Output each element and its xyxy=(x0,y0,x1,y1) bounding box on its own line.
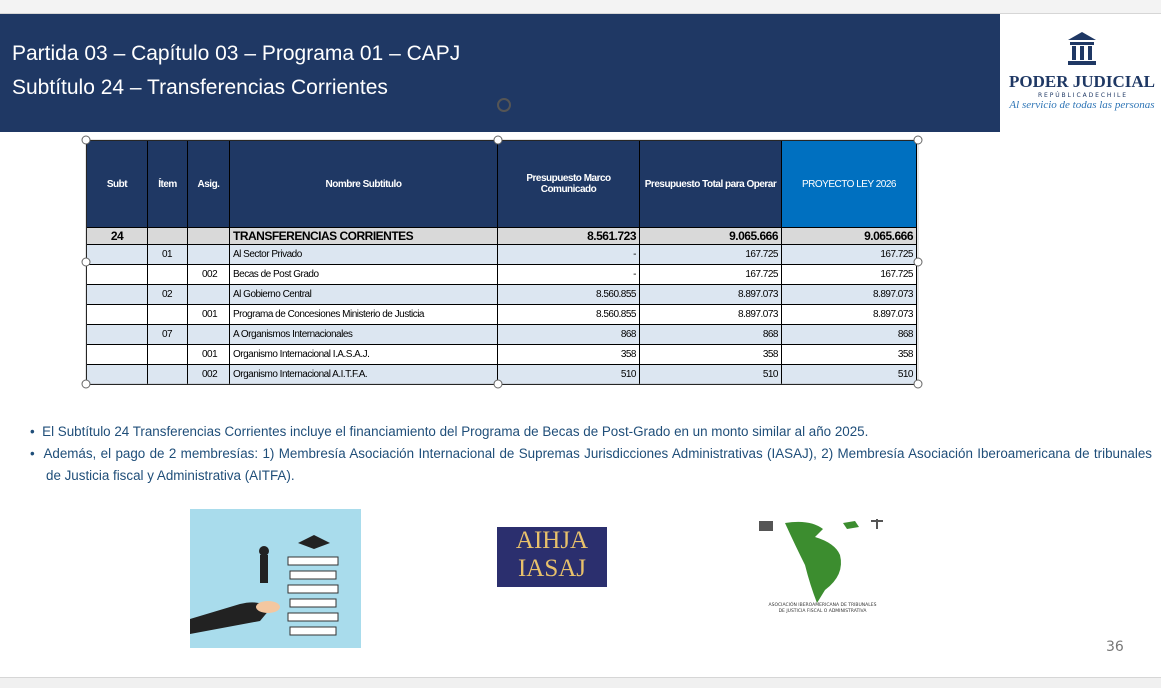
table-cell xyxy=(147,227,188,245)
table-row: 01 Al Sector Privado -167.725 167.725 xyxy=(86,244,917,265)
scholarship-image xyxy=(190,509,361,648)
table-cell: TRANSFERENCIAS CORRIENTES xyxy=(229,227,498,245)
column-header: Subt xyxy=(86,140,148,228)
table-cell xyxy=(187,324,230,345)
bullet-dot: • xyxy=(30,446,44,461)
table-cell: 02 xyxy=(147,284,188,305)
aitfa-text: ASOCIACIÓN IBEROAMERICANA DE TRIBUNALES xyxy=(768,603,877,608)
logo-subtitle: R E P Ú B L I C A D E C H I L E xyxy=(1037,92,1127,99)
title-line: Subtítulo 24 – Transferencias Corrientes xyxy=(12,76,388,99)
logo: PODER JUDICIAL R E P Ú B L I C A D E C H… xyxy=(1003,28,1161,128)
logo-name: PODER JUDICIAL xyxy=(1009,72,1155,91)
table-cell: Al Sector Privado xyxy=(229,244,498,265)
aitfa-caption: ASOCIACIÓN IBEROAMERICANA DE TRIBUNALES … xyxy=(745,603,900,615)
title-line: Partida 03 – Capítulo 03 – Programa 01 –… xyxy=(12,42,461,65)
table-cell: Organismo Internacional A.I.T.F.A. xyxy=(229,364,498,385)
table-cell: 01 xyxy=(147,244,188,265)
logo-motto: Al servicio de todas las personas xyxy=(1009,99,1155,111)
table-cell: 8.561.723 xyxy=(497,227,640,245)
logo-icon xyxy=(1068,32,1096,65)
bullet-dot: • xyxy=(30,424,43,439)
table-cell: 9.065.666 xyxy=(781,227,917,245)
header-row: Subt Ítem Asig. Nombre Subtitulo Presupuesto… xyxy=(86,140,917,228)
table-cell: 510 xyxy=(781,364,917,385)
table-cell: 167.725 xyxy=(781,244,917,265)
column-header: Nombre Subtitulo xyxy=(229,140,498,228)
table-row: 07 A Organismos Internacionales 868 868 868 xyxy=(86,324,917,345)
toolbar-strip xyxy=(0,0,1161,14)
table-row: 02 Al Gobierno Central 8.560.855 8.897.073 8… xyxy=(86,284,917,305)
selection-handles xyxy=(81,135,923,389)
bullet-text: El Subtítulo 24 Transferencias Corriente… xyxy=(42,424,869,439)
table-cell: 868 xyxy=(781,324,917,345)
status-strip xyxy=(0,677,1161,688)
aitfa-map xyxy=(759,519,883,603)
bullet: • El Subtítulo 24 Transferencias Corrien… xyxy=(30,421,1152,443)
table-row: 24 TRANSFERENCIAS CORRIENTES 8.561.723 9.06… xyxy=(86,227,917,245)
table-cell: 9.065.666 xyxy=(639,227,782,245)
table-cell: 07 xyxy=(147,324,188,345)
table-cell: 8.897.073 xyxy=(781,284,917,305)
aitfa-text: DE JUSTICIA FISCAL O ADMINISTRATIVA xyxy=(778,609,867,614)
aihja-text: AIHJA xyxy=(515,527,589,554)
table-cell: A Organismos Internacionales xyxy=(229,324,498,345)
column-header: Presupuesto Marco Comunicado xyxy=(497,140,640,228)
table-cell xyxy=(86,364,148,385)
table-row: 002 Becas de Post Grado -167.725 167.725 xyxy=(86,264,917,285)
bullet: • Además, el pago de 2 membresías: 1) Me… xyxy=(30,443,1152,487)
table-cell: Al Gobierno Central xyxy=(229,284,498,305)
table-cell xyxy=(187,244,230,265)
table-row: 002 Organismo Internacional A.I.T.F.A. 510… xyxy=(86,364,917,385)
table-cell xyxy=(86,284,148,305)
column-header: Presupuesto Total para Operar xyxy=(639,140,782,228)
table-cell: 510 xyxy=(497,364,640,385)
header-band xyxy=(0,14,1000,132)
aihja-logo: AIHJA IASAJ xyxy=(497,527,607,587)
table-cell xyxy=(187,284,230,305)
bullet-text: Además, el pago de 2 membresías: 1) Memb… xyxy=(43,446,1152,483)
budget-table: Subt Ítem Asig. Nombre Subtitulo Presupuesto… xyxy=(86,140,917,385)
table-cell: 868 xyxy=(639,324,782,345)
table-cell: 8.897.073 xyxy=(639,284,782,305)
column-header: Ítem xyxy=(147,140,188,228)
column-header: PROYECTO LEY 2026 xyxy=(781,140,917,228)
table-cell xyxy=(147,364,188,385)
table-cell: 868 xyxy=(497,324,640,345)
page-number: 36 xyxy=(1106,639,1124,655)
table-cell: 510 xyxy=(639,364,782,385)
table-cell: 167.725 xyxy=(639,244,782,265)
rotate-handle[interactable] xyxy=(494,95,514,115)
table-cell: 8.560.855 xyxy=(497,284,640,305)
aihja-text: IASAJ xyxy=(517,555,587,582)
